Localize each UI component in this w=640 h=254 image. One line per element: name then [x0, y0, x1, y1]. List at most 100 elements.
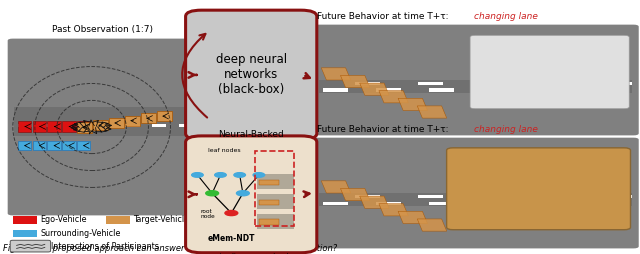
Text: I have seen the
similar behavior before: I have seen the similar behavior before — [486, 179, 591, 198]
FancyBboxPatch shape — [312, 138, 639, 248]
Text: Future Behavior at time T+τ:: Future Behavior at time T+τ: — [317, 12, 451, 21]
Bar — [33, 121, 46, 132]
Bar — [47, 121, 61, 132]
Text: leaf nodes: leaf nodes — [208, 148, 241, 153]
FancyBboxPatch shape — [8, 39, 197, 215]
Polygon shape — [321, 68, 351, 80]
Bar — [125, 124, 140, 127]
FancyBboxPatch shape — [447, 148, 630, 230]
Text: Ego-Vehicle: Ego-Vehicle — [40, 215, 87, 224]
Text: Why is such a
prediction?: Why is such a prediction? — [516, 61, 584, 83]
Text: Neural-Backed: Neural-Backed — [218, 130, 284, 139]
Polygon shape — [398, 211, 428, 224]
Bar — [483, 201, 507, 204]
Bar — [109, 118, 124, 128]
Bar — [481, 82, 506, 85]
Circle shape — [234, 173, 246, 177]
Bar — [93, 120, 108, 130]
Circle shape — [192, 173, 204, 177]
Bar — [13, 216, 37, 224]
Text: changing lane: changing lane — [474, 125, 538, 134]
FancyBboxPatch shape — [470, 35, 629, 109]
Text: root: root — [201, 209, 212, 214]
Polygon shape — [340, 188, 370, 201]
Bar — [18, 124, 32, 127]
Bar — [536, 201, 560, 204]
Bar — [355, 82, 380, 85]
Bar — [106, 216, 130, 224]
Polygon shape — [340, 75, 370, 88]
FancyBboxPatch shape — [10, 240, 51, 252]
Bar — [47, 141, 61, 150]
Text: episodic memory bank: episodic memory bank — [211, 253, 291, 254]
Bar — [323, 88, 348, 91]
Bar — [376, 201, 401, 204]
Bar — [323, 201, 348, 204]
Polygon shape — [398, 98, 428, 110]
Bar — [259, 180, 279, 185]
Text: Future Behavior at time T+τ:: Future Behavior at time T+τ: — [317, 125, 451, 134]
Text: changing lane: changing lane — [474, 12, 538, 21]
Bar — [589, 201, 613, 204]
Text: Past Observation (1:7): Past Observation (1:7) — [52, 25, 153, 34]
Bar — [45, 124, 59, 127]
Bar — [483, 88, 507, 91]
Bar — [319, 80, 632, 93]
Text: eMem-NDT: eMem-NDT — [207, 234, 255, 243]
Text: deep neural
networks
(black-box): deep neural networks (black-box) — [216, 53, 287, 97]
Polygon shape — [360, 83, 389, 95]
Bar — [545, 195, 569, 198]
Bar — [259, 219, 279, 225]
Bar — [608, 82, 632, 85]
Bar — [99, 124, 113, 127]
FancyBboxPatch shape — [186, 10, 317, 140]
Bar — [77, 141, 90, 150]
Bar — [179, 124, 193, 127]
FancyBboxPatch shape — [312, 25, 639, 135]
Polygon shape — [379, 91, 408, 103]
Bar — [72, 124, 86, 127]
Text: Target-Vehicle: Target-Vehicle — [133, 215, 189, 224]
Circle shape — [237, 191, 250, 196]
Text: Fig. 1:  The proposed approach can answer the question: why is the prediction?: Fig. 1: The proposed approach can answer… — [3, 244, 337, 253]
Polygon shape — [417, 219, 447, 231]
Polygon shape — [321, 181, 351, 193]
Circle shape — [215, 173, 227, 177]
Polygon shape — [379, 204, 408, 216]
Bar — [376, 88, 401, 91]
Bar — [18, 141, 31, 150]
Bar — [319, 193, 632, 206]
Bar — [141, 113, 156, 123]
Bar — [608, 195, 632, 198]
Text: Surrounding-Vehicle: Surrounding-Vehicle — [40, 229, 121, 238]
Bar — [125, 116, 140, 126]
Bar — [257, 214, 294, 229]
Bar — [62, 141, 76, 150]
Circle shape — [253, 173, 265, 177]
Polygon shape — [417, 106, 447, 118]
Bar — [255, 151, 294, 226]
FancyBboxPatch shape — [186, 136, 317, 253]
Bar — [429, 88, 454, 91]
Bar — [545, 82, 569, 85]
Bar — [257, 174, 294, 189]
Circle shape — [225, 211, 238, 216]
Bar — [259, 200, 279, 205]
Bar — [152, 124, 166, 127]
Bar — [157, 111, 172, 121]
Bar — [13, 230, 37, 237]
Bar — [33, 141, 46, 150]
Bar — [77, 121, 90, 132]
Bar — [419, 195, 443, 198]
Bar — [536, 88, 560, 91]
Bar — [429, 201, 454, 204]
Bar — [481, 195, 506, 198]
Text: node: node — [201, 214, 216, 219]
Polygon shape — [360, 196, 389, 208]
Bar — [419, 82, 443, 85]
Bar — [62, 121, 76, 132]
Bar — [18, 121, 31, 132]
Bar — [77, 122, 92, 133]
Bar — [257, 194, 294, 209]
Bar — [589, 88, 613, 91]
